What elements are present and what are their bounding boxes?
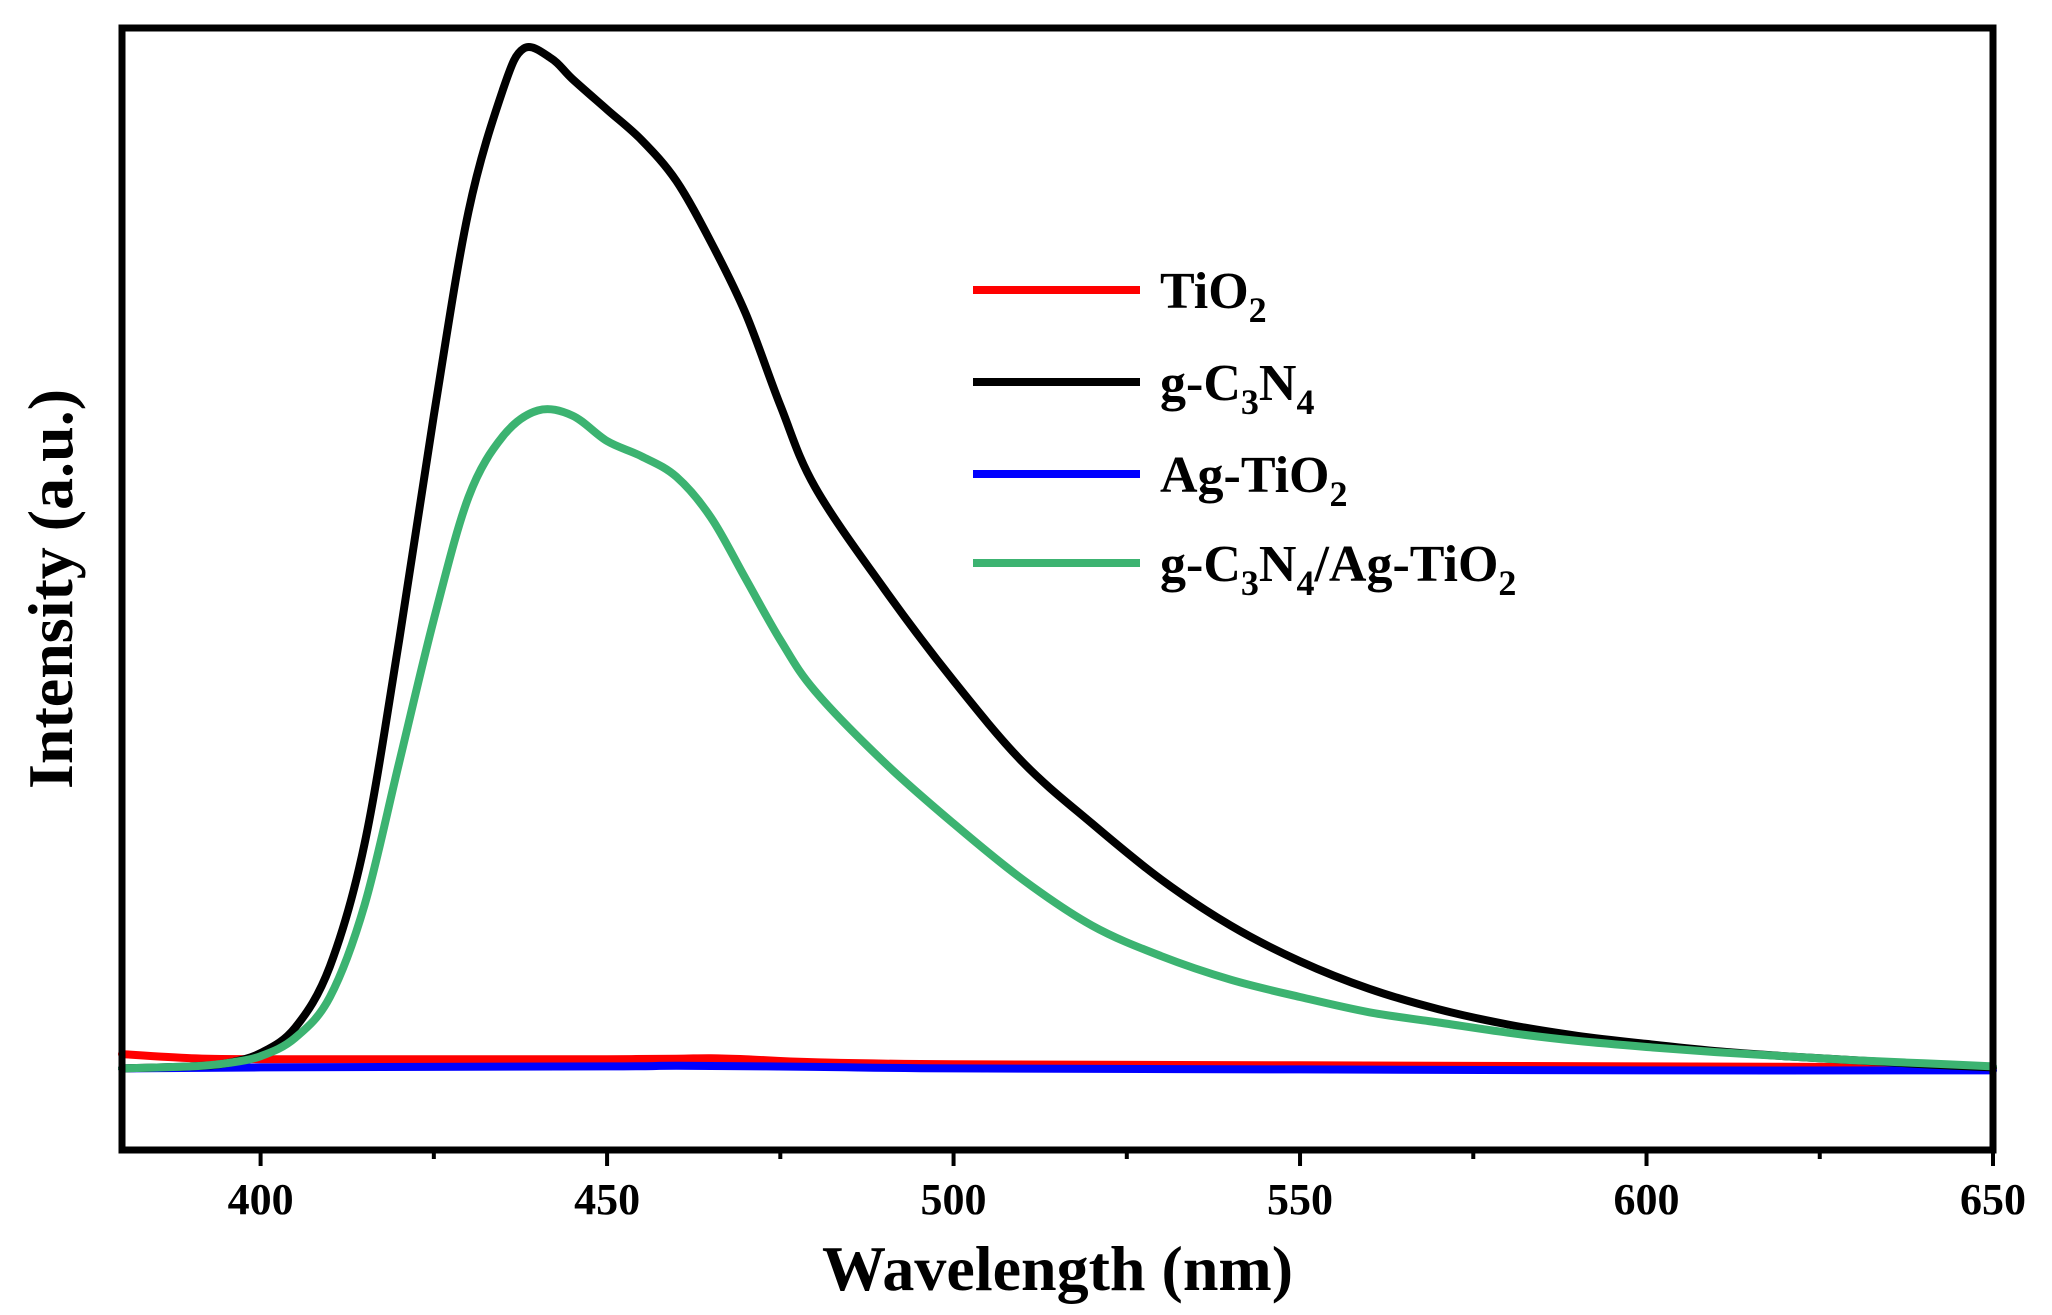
x-tick-label: 550 xyxy=(1267,1175,1333,1224)
legend-label-tio2: TiO2 xyxy=(1160,263,1267,330)
x-tick-label: 450 xyxy=(574,1175,640,1224)
legend: TiO2 g-C3N4 Ag-TiO2 g-C3N4/Ag-TiO2 xyxy=(973,263,1516,603)
legend-label-g-c3n4-ag-tio2: g-C3N4/Ag-TiO2 xyxy=(1160,536,1516,603)
x-tick-label: 650 xyxy=(1960,1175,2026,1224)
x-tick-label: 400 xyxy=(228,1175,294,1224)
x-axis-title: Wavelength (nm) xyxy=(822,1233,1293,1304)
series-line-ag-tio2 xyxy=(118,1061,1997,1075)
plot-frame xyxy=(118,24,1997,1154)
x-tick-label: 500 xyxy=(921,1175,987,1224)
legend-label-ag-tio2: Ag-TiO2 xyxy=(1160,447,1348,514)
series-layer xyxy=(118,43,1997,1075)
x-axis-ticks: 400 450 500 550 600 650 xyxy=(228,1150,2026,1224)
series-line-tio2 xyxy=(118,1050,1997,1072)
x-tick-label: 600 xyxy=(1614,1175,1680,1224)
series-line-g-c3n4 xyxy=(118,43,1997,1073)
legend-label-g-c3n4: g-C3N4 xyxy=(1160,355,1314,422)
y-axis-title: Intensity (a.u.) xyxy=(15,389,86,789)
series-line-g-c3n4-ag-tio2 xyxy=(118,405,1997,1073)
